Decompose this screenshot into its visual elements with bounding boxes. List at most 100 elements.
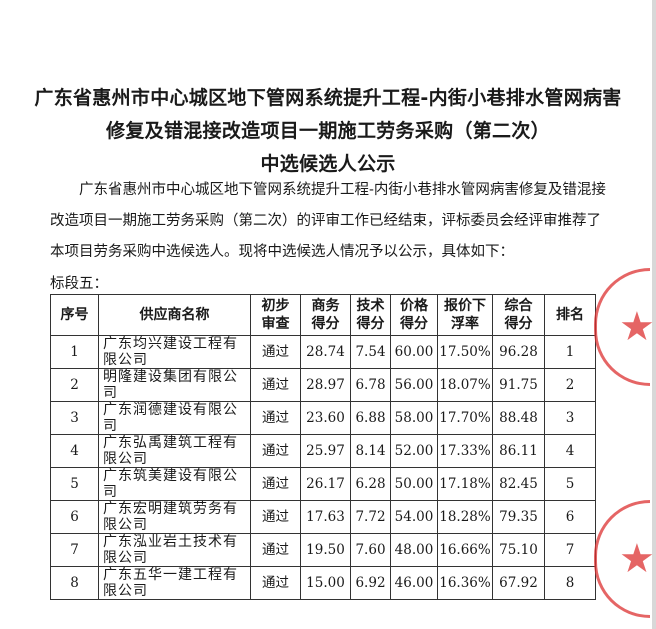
column-header: 供应商名称 [98, 294, 251, 336]
table-cell: 2 [544, 368, 596, 402]
table-cell: 17.63 [300, 500, 351, 534]
table-cell: 通过 [250, 401, 301, 435]
table-cell: 17.18% [437, 467, 493, 501]
table-cell: 明隆建设集团有限公司 [98, 368, 251, 402]
column-header-text: 报价下浮率 [443, 298, 486, 332]
table-cell: 67.92 [492, 566, 545, 600]
column-header: 价格得分 [390, 294, 438, 336]
table-cell: 广东弘禹建筑工程有限公司 [98, 434, 251, 468]
company-seal-2: ★ [594, 500, 655, 618]
table-cell: 15.00 [300, 566, 351, 600]
table-cell: 5 [50, 467, 99, 501]
column-header: 排名 [544, 294, 596, 336]
table-cell: 1 [50, 335, 99, 369]
table-cell: 3 [544, 401, 596, 435]
table-cell: 广东泓业岩土技术有限公司 [98, 533, 251, 567]
table-cell: 广东筑美建设有限公司 [98, 467, 251, 501]
table-cell: 46.00 [390, 566, 438, 600]
table-cell: 28.74 [300, 335, 351, 369]
table-cell: 17.33% [437, 434, 493, 468]
table-cell: 56.00 [390, 368, 438, 402]
table-cell: 4 [544, 434, 596, 468]
table-cell: 6.28 [350, 467, 391, 501]
column-header: 序号 [50, 294, 99, 336]
table-row: 4 广东弘禹建筑工程有限公司 通过 25.97 8.14 52.00 17.33% 86.11… [50, 434, 596, 468]
column-header: 商务得分 [300, 294, 351, 336]
table-cell: 86.11 [492, 434, 545, 468]
table-cell: 25.97 [300, 434, 351, 468]
column-header-text: 综合得分 [504, 298, 533, 332]
table-cell: 广东润德建设有限公司 [98, 401, 251, 435]
table-cell: 6.88 [350, 401, 391, 435]
column-header: 报价下浮率 [437, 294, 493, 336]
table-cell: 广东宏明建筑劳务有限公司 [98, 500, 251, 534]
table-cell: 1 [544, 335, 596, 369]
column-header: 综合得分 [492, 294, 545, 336]
star-icon: ★ [619, 536, 655, 582]
intro-text: 广东省惠州市中心城区地下管网系统提升工程-内街小巷排水管网病害修复及错混接改造项… [50, 182, 606, 260]
intro-paragraph: 广东省惠州市中心城区地下管网系统提升工程-内街小巷排水管网病害修复及错混接改造项… [50, 175, 610, 268]
table-cell: 82.45 [492, 467, 545, 501]
doc-title-line2: 修复及错混接改造项目一期施工劳务采购（第二次） [106, 120, 550, 142]
table-cell: 7 [50, 533, 99, 567]
table-cell: 7.60 [350, 533, 391, 567]
company-seal-1: ★ [594, 268, 655, 386]
column-header-text: 序号 [60, 307, 89, 323]
table-cell: 96.28 [492, 335, 545, 369]
table-cell: 通过 [250, 368, 301, 402]
section-label: 标段五： [50, 276, 108, 292]
table-cell: 8 [50, 566, 99, 600]
table-cell: 通过 [250, 467, 301, 501]
table-cell: 79.35 [492, 500, 545, 534]
table-cell: 88.48 [492, 401, 545, 435]
table-cell: 通过 [250, 566, 301, 600]
table-cell: 26.17 [300, 467, 351, 501]
table-cell: 16.66% [437, 533, 493, 567]
star-icon: ★ [619, 304, 655, 350]
doc-title-line3: 中选候选人公示 [260, 153, 396, 175]
table-cell: 7.72 [350, 500, 391, 534]
table-cell: 17.50% [437, 335, 493, 369]
table-cell: 3 [50, 401, 99, 435]
table-cell: 54.00 [390, 500, 438, 534]
column-header-text: 技术得分 [356, 298, 385, 332]
table-row: 6 广东宏明建筑劳务有限公司 通过 17.63 7.72 54.00 18.28% 79.35… [50, 500, 596, 534]
table-cell: 广东均兴建设工程有限公司 [98, 335, 251, 369]
table-row: 3 广东润德建设有限公司 通过 23.60 6.88 58.00 17.70% 88.48 3 [50, 401, 596, 435]
column-header-text: 供应商名称 [139, 307, 210, 323]
table-cell: 7.54 [350, 335, 391, 369]
column-header-text: 商务得分 [311, 298, 340, 332]
table-row: 7 广东泓业岩土技术有限公司 通过 19.50 7.60 48.00 16.66% 75.10… [50, 533, 596, 567]
table-cell: 2 [50, 368, 99, 402]
table-row: 2 明隆建设集团有限公司 通过 28.97 6.78 56.00 18.07% 91.75 2 [50, 368, 596, 402]
table-cell: 8.14 [350, 434, 391, 468]
table-header-row: 序号 供应商名称 初步审查 商务得分 技术得分 价格得分 报价下浮率 综合得分 排名 [50, 294, 596, 336]
table-cell: 91.75 [492, 368, 545, 402]
table-row: 8 广东五华一建工程有限公司 通过 15.00 6.92 46.00 16.36% 67.92… [50, 566, 596, 600]
table-cell: 48.00 [390, 533, 438, 567]
column-header: 技术得分 [350, 294, 391, 336]
doc-title-line1: 广东省惠州市中心城区地下管网系统提升工程-内街小巷排水管网病害 [34, 87, 622, 109]
column-header-text: 排名 [556, 307, 584, 323]
table-cell: 通过 [250, 434, 301, 468]
table-cell: 8 [544, 566, 596, 600]
table-cell: 4 [50, 434, 99, 468]
table-cell: 通过 [250, 533, 301, 567]
table-cell: 58.00 [390, 401, 438, 435]
table-cell: 19.50 [300, 533, 351, 567]
table-cell: 6 [50, 500, 99, 534]
candidates-table: 序号 供应商名称 初步审查 商务得分 技术得分 价格得分 报价下浮率 综合得分 排名 1 广东均兴… [50, 294, 596, 600]
table-cell: 18.28% [437, 500, 493, 534]
table-cell: 通过 [250, 335, 301, 369]
table-cell: 16.36% [437, 566, 493, 600]
column-header-text: 初步审查 [261, 298, 290, 332]
table-cell: 18.07% [437, 368, 493, 402]
table-cell: 7 [544, 533, 596, 567]
table-cell: 通过 [250, 500, 301, 534]
table-cell: 17.70% [437, 401, 493, 435]
table-cell: 75.10 [492, 533, 545, 567]
page-edge [652, 0, 656, 629]
table-cell: 6.92 [350, 566, 391, 600]
table-cell: 6 [544, 500, 596, 534]
table-cell: 52.00 [390, 434, 438, 468]
